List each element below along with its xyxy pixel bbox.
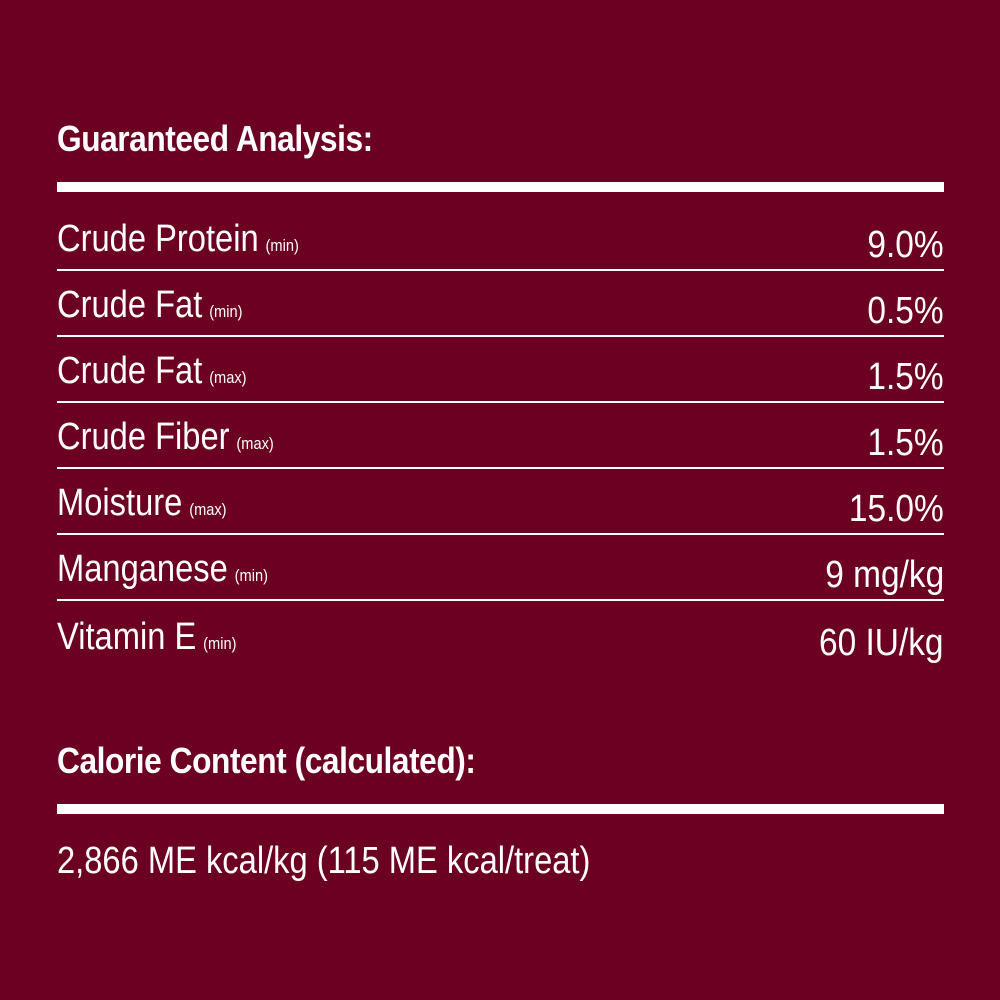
row-qualifier: (min) xyxy=(203,634,237,653)
row-qualifier: (max) xyxy=(209,368,247,387)
analysis-row-crude-fat-max: Crude Fat (max) 1.5% xyxy=(57,337,944,403)
row-label: Crude Fat (min) xyxy=(57,284,243,326)
row-qualifier: (max) xyxy=(236,434,274,453)
row-qualifier: (min) xyxy=(234,566,268,585)
row-qualifier: (min) xyxy=(209,302,243,321)
analysis-row-manganese: Manganese (min) 9 mg/kg xyxy=(57,535,944,601)
analysis-row-crude-protein: Crude Protein (min) 9.0% xyxy=(57,205,944,271)
analysis-row-moisture: Moisture (max) 15.0% xyxy=(57,469,944,535)
row-label: Crude Protein (min) xyxy=(57,218,299,260)
analysis-row-crude-fat-min: Crude Fat (min) 0.5% xyxy=(57,271,944,337)
calorie-title-rule xyxy=(57,804,944,814)
guaranteed-analysis-title: Guaranteed Analysis: xyxy=(57,118,373,159)
row-label: Moisture (max) xyxy=(57,482,227,524)
row-label: Vitamin E (min) xyxy=(57,616,237,658)
calorie-content-title: Calorie Content (calculated): xyxy=(57,740,476,781)
calorie-content-value: 2,866 ME kcal/kg (115 ME kcal/treat) xyxy=(57,840,591,882)
row-value: 9 mg/kg xyxy=(825,554,944,596)
analysis-row-vitamin-e: Vitamin E (min) 60 IU/kg xyxy=(57,601,944,667)
row-value: 0.5% xyxy=(867,290,944,332)
row-label: Crude Fiber (max) xyxy=(57,416,274,458)
row-value: 15.0% xyxy=(849,488,944,530)
row-qualifier: (min) xyxy=(265,236,299,255)
row-label: Crude Fat (max) xyxy=(57,350,247,392)
row-qualifier: (max) xyxy=(189,500,227,519)
analysis-row-crude-fiber: Crude Fiber (max) 1.5% xyxy=(57,403,944,469)
row-label: Manganese (min) xyxy=(57,548,268,590)
row-value: 9.0% xyxy=(867,224,944,266)
row-value: 1.5% xyxy=(867,422,944,464)
row-value: 60 IU/kg xyxy=(819,622,944,664)
analysis-table: Crude Protein (min) 9.0% Crude Fat (min) 0… xyxy=(57,205,944,667)
nutrition-panel: Guaranteed Analysis: Crude Protein (min) … xyxy=(57,0,944,1000)
analysis-title-rule xyxy=(57,182,944,192)
row-value: 1.5% xyxy=(867,356,944,398)
